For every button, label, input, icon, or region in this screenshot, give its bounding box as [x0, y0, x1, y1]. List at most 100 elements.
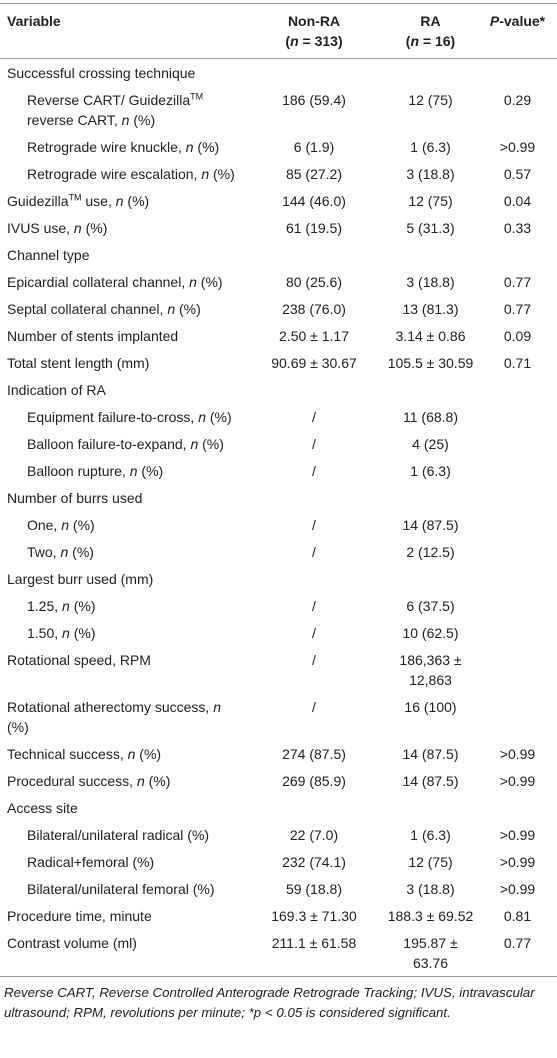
cell	[245, 376, 383, 403]
header-cell: Non-RA (n = 313)	[245, 4, 383, 59]
cell: 90.69 ± 30.67	[271, 354, 357, 371]
cell: 14 (87.5)	[402, 745, 459, 762]
header-cell: RA (n = 16)	[383, 4, 478, 59]
row-label: Two, n (%)	[27, 543, 94, 560]
cell: >0.99	[499, 880, 536, 897]
cell	[478, 430, 557, 457]
cell: 274 (87.5)	[282, 745, 346, 762]
header-text: (n = 313)	[285, 33, 343, 49]
row-label: Channel type	[7, 246, 90, 263]
cell: 4 (25)	[412, 435, 449, 452]
cell	[478, 403, 557, 430]
cell: /	[312, 435, 316, 452]
row-label: 1.25, n (%)	[27, 597, 96, 614]
cell	[478, 565, 557, 592]
data-row: One, n (%) / 14 (87.5)	[0, 511, 557, 538]
cell: 0.77	[503, 300, 532, 317]
cell: /	[312, 516, 316, 533]
cell: 1 (6.3)	[410, 826, 451, 843]
data-row: Rotational atherectomy success, n (%) / 16…	[0, 693, 557, 740]
data-row: Balloon failure-to-expand, n (%) / 4 (25)	[0, 430, 557, 457]
cell	[478, 693, 557, 740]
cell: 12 (75)	[408, 91, 453, 108]
row-label: Indication of RA	[7, 381, 106, 398]
cell: 186,363 ± 12,863	[399, 651, 462, 688]
data-row: IVUS use, n (%) 61 (19.5) 5 (31.3) 0.33	[0, 214, 557, 241]
cell	[478, 457, 557, 484]
data-row: Balloon rupture, n (%) / 1 (6.3)	[0, 457, 557, 484]
row-label: Balloon failure-to-expand, n (%)	[27, 435, 224, 452]
cell: 105.5 ± 30.59	[387, 354, 474, 371]
cell: >0.99	[499, 138, 536, 155]
data-row: Rotational speed, RPM / 186,363 ± 12,863	[0, 646, 557, 693]
row-label: Retrograde wire knuckle, n (%)	[27, 138, 220, 155]
row-label: Procedural success, n (%)	[7, 772, 171, 789]
cell: 10 (62.5)	[402, 624, 459, 641]
cell	[478, 484, 557, 511]
cell: 238 (76.0)	[282, 300, 346, 317]
cell	[245, 59, 383, 87]
data-row: Contrast volume (ml) 211.1 ± 61.58 195.87 …	[0, 929, 557, 977]
cell: 0.77	[503, 273, 532, 290]
cell: /	[312, 462, 316, 479]
cell: 0.57	[503, 165, 532, 182]
cell: >0.99	[499, 745, 536, 762]
section-row: Number of burrs used	[0, 484, 557, 511]
data-row: Total stent length (mm) 90.69 ± 30.67 105.…	[0, 349, 557, 376]
data-row: GuidezillaTM use, n (%) 144 (46.0) 12 (75)…	[0, 187, 557, 214]
row-label: Contrast volume (ml)	[7, 934, 137, 951]
row-label: Bilateral/unilateral radical (%)	[27, 826, 210, 843]
cell	[478, 511, 557, 538]
section-row: Channel type	[0, 241, 557, 268]
data-row: Procedural success, n (%) 269 (85.9) 14 (8…	[0, 767, 557, 794]
cell	[478, 376, 557, 403]
cell: 6 (37.5)	[406, 597, 455, 614]
section-row: Successful crossing technique	[0, 59, 557, 87]
header-text: Non-RA	[287, 13, 341, 29]
cell	[478, 794, 557, 821]
data-row: 1.25, n (%) / 6 (37.5)	[0, 592, 557, 619]
cell	[383, 59, 478, 87]
cell: /	[312, 651, 316, 668]
cell: 188.3 ± 69.52	[387, 907, 474, 924]
cell: 0.04	[503, 192, 532, 209]
cell	[383, 241, 478, 268]
cell: 85 (27.2)	[285, 165, 343, 182]
row-label: Rotational atherectomy success, n (%)	[7, 698, 222, 735]
footnote: Reverse CART, Reverse Controlled Anterog…	[4, 985, 535, 1020]
cell: 61 (19.5)	[285, 219, 343, 236]
row-label: Total stent length (mm)	[7, 354, 150, 371]
cell: 59 (18.8)	[285, 880, 343, 897]
cell: 186 (59.4)	[282, 91, 346, 108]
cell: 269 (85.9)	[282, 772, 346, 789]
cell: 11 (68.8)	[403, 408, 458, 425]
cell: 0.81	[503, 907, 532, 924]
cell: /	[312, 624, 316, 641]
row-label: Largest burr used (mm)	[7, 570, 154, 587]
cell: 14 (87.5)	[402, 516, 459, 533]
row-label: Equipment failure-to-cross, n (%)	[27, 408, 232, 425]
cell	[245, 794, 383, 821]
table-header: Variable Non-RA (n = 313) RA (n = 16) P-va…	[0, 3, 557, 59]
cell: /	[312, 408, 316, 425]
cell	[478, 619, 557, 646]
row-label: Successful crossing technique	[7, 64, 196, 81]
cell: 5 (31.3)	[406, 219, 455, 236]
cell	[245, 241, 383, 268]
row-label: IVUS use, n (%)	[7, 219, 108, 236]
cell: 14 (87.5)	[402, 772, 459, 789]
cell	[383, 376, 478, 403]
row-label: Technical success, n (%)	[7, 745, 162, 762]
data-table: Variable Non-RA (n = 313) RA (n = 16) P-va…	[0, 3, 557, 977]
row-label: Reverse CART/ GuidezillaTM reverse CART,…	[27, 90, 204, 128]
data-row: Two, n (%) / 2 (12.5)	[0, 538, 557, 565]
cell: 232 (74.1)	[282, 853, 346, 870]
cell	[245, 484, 383, 511]
header-row: Variable Non-RA (n = 313) RA (n = 16) P-va…	[0, 3, 557, 59]
cell	[383, 565, 478, 592]
header-text: RA	[420, 13, 441, 29]
data-row: Retrograde wire knuckle, n (%) 6 (1.9) 1 (…	[0, 133, 557, 160]
cell: 2 (12.5)	[406, 543, 455, 560]
row-label: Number of burrs used	[7, 489, 143, 506]
row-label: 1.50, n (%)	[27, 624, 96, 641]
